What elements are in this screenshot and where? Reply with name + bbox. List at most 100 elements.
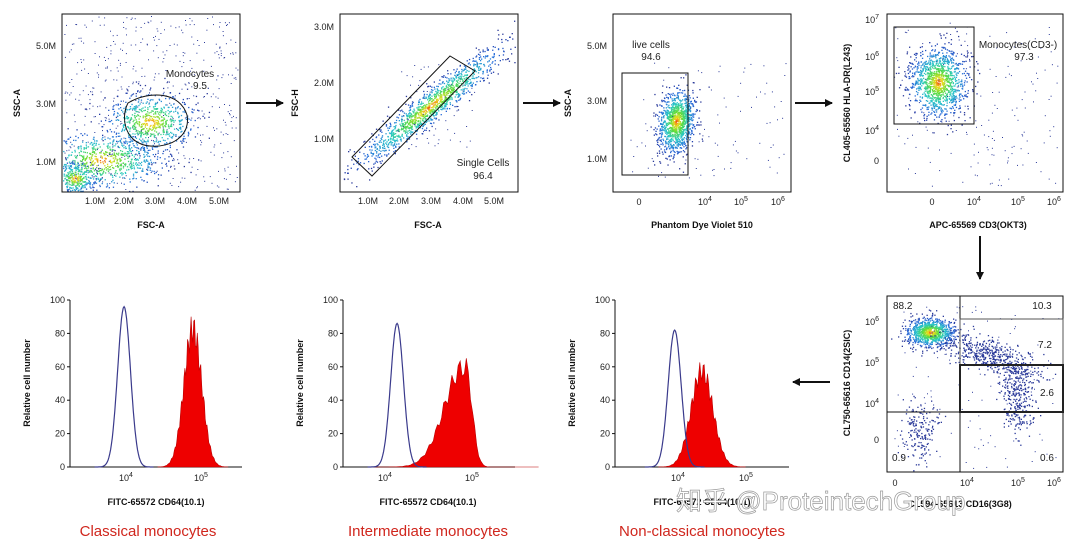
event-dot	[80, 150, 83, 153]
event-dot	[659, 162, 662, 164]
event-dot	[84, 24, 86, 26]
event-dot	[131, 118, 133, 120]
event-dot	[947, 124, 949, 127]
event-dot	[445, 96, 447, 99]
event-dot	[412, 101, 414, 103]
event-dot	[659, 146, 661, 148]
event-dot	[104, 153, 106, 155]
event-dot	[169, 102, 171, 104]
event-dot	[445, 89, 447, 91]
event-dot	[682, 126, 684, 129]
event-dot	[154, 130, 156, 132]
event-dot	[680, 117, 683, 119]
event-dot	[152, 126, 155, 128]
event-dot	[226, 25, 227, 26]
event-dot	[237, 69, 239, 71]
event-dot	[426, 106, 428, 108]
event-dot	[466, 60, 468, 62]
event-dot	[928, 77, 930, 79]
event-dot	[651, 158, 653, 160]
event-dot	[116, 132, 118, 134]
event-dot	[81, 155, 83, 157]
event-dot	[390, 142, 393, 144]
event-dot	[75, 24, 77, 25]
event-dot	[676, 135, 678, 137]
event-dot	[405, 95, 408, 98]
event-dot	[134, 171, 137, 173]
event-dot	[80, 168, 83, 170]
event-dot	[662, 144, 664, 146]
event-dot	[77, 175, 80, 177]
event-dot	[672, 150, 674, 152]
event-dot	[220, 55, 222, 57]
event-dot	[97, 106, 99, 108]
event-dot	[394, 128, 396, 130]
event-dot	[673, 141, 675, 143]
event-dot	[96, 159, 98, 161]
event-dot	[670, 93, 672, 95]
event-dot	[388, 153, 390, 155]
event-dot	[182, 140, 184, 142]
event-dot	[930, 59, 932, 61]
event-dot	[933, 119, 936, 121]
event-dot	[183, 155, 185, 157]
event-dot	[671, 106, 674, 108]
event-dot	[941, 112, 943, 114]
event-dot	[194, 136, 197, 138]
event-dot	[89, 108, 91, 110]
event-dot	[940, 103, 942, 105]
event-dot	[152, 126, 154, 128]
event-dot	[677, 114, 679, 116]
event-dot	[505, 39, 507, 41]
event-dot	[77, 137, 79, 139]
event-dot	[658, 111, 661, 113]
event-dot	[665, 132, 667, 134]
event-dot	[103, 56, 105, 58]
event-dot	[74, 181, 76, 184]
event-dot	[120, 163, 122, 165]
event-dot	[93, 176, 95, 178]
event-dot	[672, 133, 674, 136]
event-dot	[364, 140, 366, 142]
event-dot	[407, 114, 409, 117]
event-dot	[135, 128, 137, 131]
event-dot	[167, 81, 169, 83]
event-dot	[119, 64, 121, 66]
event-dot	[399, 136, 402, 138]
event-dot	[431, 100, 433, 102]
event-dot	[956, 72, 958, 74]
event-dot	[86, 152, 88, 154]
event-dot	[103, 168, 106, 170]
event-dot	[476, 64, 479, 66]
event-dot	[137, 83, 140, 85]
event-dot	[166, 50, 168, 52]
event-dot	[155, 108, 157, 110]
event-dot	[149, 167, 152, 169]
event-dot	[369, 149, 371, 151]
event-dot	[446, 108, 448, 110]
event-dot	[416, 91, 418, 93]
event-dot	[966, 55, 969, 57]
event-dot	[125, 175, 127, 177]
event-dot	[455, 84, 457, 86]
event-dot	[409, 108, 412, 111]
event-dot	[458, 78, 460, 80]
event-dot	[428, 103, 430, 105]
event-dot	[403, 130, 405, 132]
event-dot	[130, 167, 132, 169]
event-dot	[135, 159, 137, 161]
event-dot	[676, 134, 678, 137]
event-dot	[153, 133, 155, 135]
event-dot	[151, 170, 153, 172]
event-dot	[673, 123, 675, 126]
event-dot	[99, 178, 102, 180]
event-dot	[71, 143, 73, 146]
event-dot	[681, 112, 683, 114]
event-dot	[723, 97, 725, 99]
event-dot	[135, 142, 138, 144]
event-dot	[937, 69, 940, 71]
event-dot	[72, 179, 74, 181]
event-dot	[73, 167, 76, 169]
event-dot	[113, 131, 116, 133]
event-dot	[160, 21, 162, 23]
